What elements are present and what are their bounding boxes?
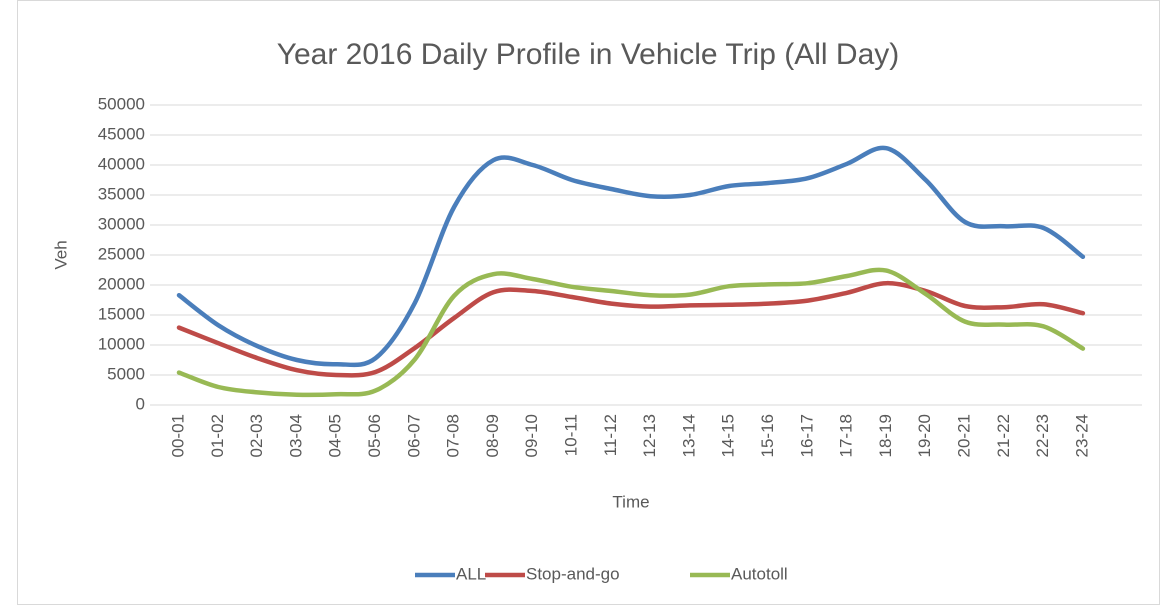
x-tick-label: 14-15 [719,414,738,457]
x-tick-label: 18-19 [876,414,895,457]
x-tick-label: 05-06 [365,414,384,457]
x-tick-label: 15-16 [758,414,777,457]
x-tick-label: 04-05 [326,414,345,457]
x-tick-label: 20-21 [954,414,973,457]
x-tick-label: 16-17 [797,414,816,457]
y-tick-label: 35000 [98,184,145,203]
y-tick-label: 20000 [98,274,145,293]
series-line [176,280,1086,378]
y-tick-label: 30000 [98,214,145,233]
y-tick-label: 45000 [98,124,145,143]
chart-frame [17,0,1160,605]
x-tick-label: 13-14 [679,414,698,457]
x-tick-label: 10-11 [561,414,580,456]
y-tick-label: 25000 [98,244,145,263]
x-tick-label: 02-03 [247,414,266,457]
series-line [176,267,1086,398]
y-tick-label: 15000 [98,304,145,323]
x-tick-label: 06-07 [404,414,423,457]
legend-label: Stop-and-go [526,564,620,583]
x-axis-label: Time [612,492,649,511]
x-tick-label: 17-18 [837,414,856,457]
x-tick-label: 21-22 [994,414,1013,457]
legend-label: Autotoll [731,564,788,583]
x-tick-label: 19-20 [915,414,934,457]
x-tick-label: 09-10 [522,414,541,457]
y-axis-label: Veh [51,240,70,269]
x-tick-label: 11-12 [601,414,620,456]
legend-label: ALL [456,564,486,583]
y-tick-label: 0 [136,394,145,413]
chart-title: Year 2016 Daily Profile in Vehicle Trip … [277,38,900,71]
x-tick-label: 23-24 [1072,414,1091,457]
y-tick-label: 40000 [98,154,145,173]
x-tick-label: 00-01 [168,414,187,457]
x-tick-label: 08-09 [483,414,502,457]
x-tick-label: 12-13 [640,414,659,457]
y-tick-label: 10000 [98,334,145,353]
y-tick-label: 50000 [98,94,145,113]
x-tick-label: 03-04 [286,414,305,457]
x-tick-label: 07-08 [444,414,463,457]
x-tick-label: 22-23 [1033,414,1052,457]
series-line [176,145,1086,368]
y-tick-label: 5000 [107,364,145,383]
x-tick-label: 01-02 [208,414,227,457]
